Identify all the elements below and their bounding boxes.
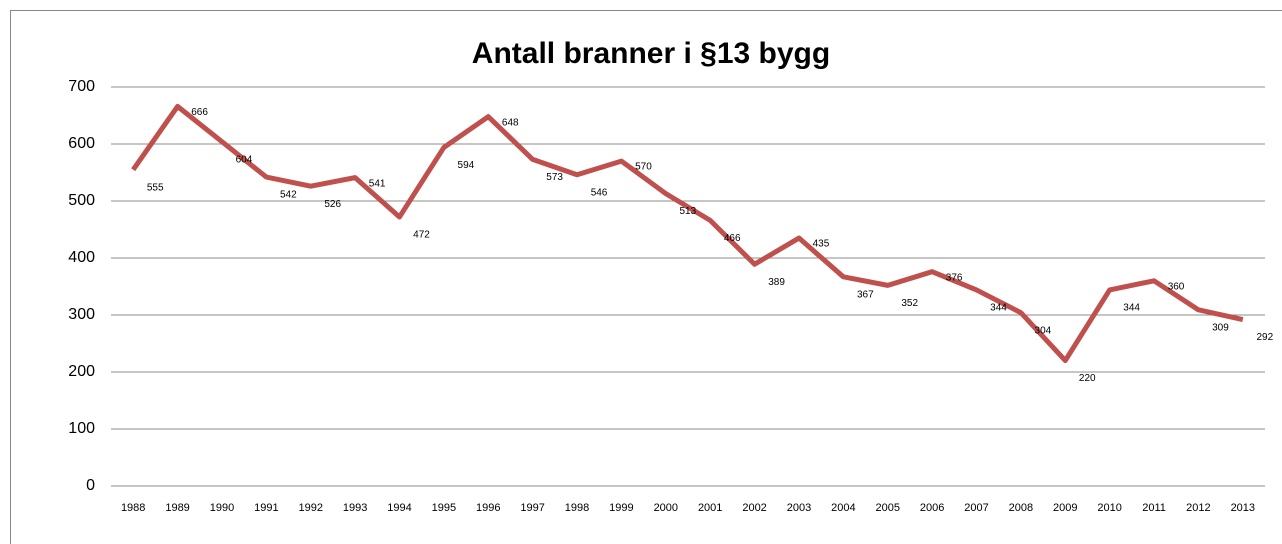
data-label: 570 xyxy=(635,162,652,173)
data-label: 555 xyxy=(147,182,164,193)
y-tick-label: 700 xyxy=(68,78,95,95)
data-label: 513 xyxy=(679,206,696,217)
data-label: 389 xyxy=(768,277,785,288)
data-label: 472 xyxy=(413,230,430,241)
data-label: 466 xyxy=(724,233,741,244)
x-tick-label: 1988 xyxy=(121,502,145,514)
x-tick-label: 1995 xyxy=(432,502,456,514)
data-line xyxy=(131,103,1244,364)
y-tick-label: 400 xyxy=(68,249,95,266)
x-tick-label: 2005 xyxy=(875,502,899,514)
data-label: 546 xyxy=(591,187,608,198)
data-label: 344 xyxy=(990,303,1007,314)
x-tick-label: 1993 xyxy=(343,502,367,514)
y-tick-label: 600 xyxy=(68,135,95,152)
x-tick-label: 1992 xyxy=(298,502,322,514)
data-label: 376 xyxy=(946,272,963,283)
data-label: 594 xyxy=(458,160,475,171)
y-tick-label: 300 xyxy=(68,306,95,323)
x-tick-label: 2013 xyxy=(1231,502,1255,514)
data-label: 367 xyxy=(857,289,874,300)
data-label: 526 xyxy=(324,199,341,210)
data-label: 541 xyxy=(369,178,386,189)
data-label: 604 xyxy=(236,154,253,165)
x-tick-label: 2008 xyxy=(1009,502,1033,514)
x-tick-label: 1996 xyxy=(476,502,500,514)
data-label: 344 xyxy=(1123,303,1140,314)
y-tick-label: 0 xyxy=(86,477,95,494)
x-tick-label: 1989 xyxy=(165,502,189,514)
data-label: 292 xyxy=(1256,332,1273,343)
x-tick-label: 2011 xyxy=(1142,502,1166,514)
x-tick-label: 1999 xyxy=(609,502,633,514)
x-tick-label: 1997 xyxy=(520,502,544,514)
data-label: 573 xyxy=(546,172,563,183)
data-label: 309 xyxy=(1212,323,1229,334)
x-tick-label: 1994 xyxy=(387,502,411,514)
x-tick-label: 2004 xyxy=(831,502,855,514)
x-tick-label: 2009 xyxy=(1053,502,1077,514)
x-tick-label: 2006 xyxy=(920,502,944,514)
data-label: 648 xyxy=(502,117,519,128)
x-tick-label: 2002 xyxy=(742,502,766,514)
x-tick-label: 2000 xyxy=(654,502,678,514)
chart-frame xyxy=(10,10,1282,544)
x-tick-label: 1990 xyxy=(210,502,234,514)
data-label: 220 xyxy=(1079,373,1096,384)
x-tick-label: 2010 xyxy=(1097,502,1121,514)
x-tick-label: 2003 xyxy=(787,502,811,514)
x-tick-label: 2012 xyxy=(1186,502,1210,514)
y-tick-label: 100 xyxy=(68,420,95,437)
x-tick-label: 2007 xyxy=(964,502,988,514)
data-label: 360 xyxy=(1168,281,1185,292)
data-label: 352 xyxy=(901,298,918,309)
x-tick-label: 2001 xyxy=(698,502,722,514)
data-label: 666 xyxy=(191,107,208,118)
x-tick-label: 1991 xyxy=(254,502,278,514)
data-label: 304 xyxy=(1035,325,1052,336)
y-tick-label: 200 xyxy=(68,363,95,380)
x-tick-label: 1998 xyxy=(565,502,589,514)
chart-title: Antall branner i §13 bygg xyxy=(472,37,830,70)
y-tick-label: 500 xyxy=(68,192,95,209)
data-label: 542 xyxy=(280,190,297,201)
data-label: 435 xyxy=(813,239,830,250)
